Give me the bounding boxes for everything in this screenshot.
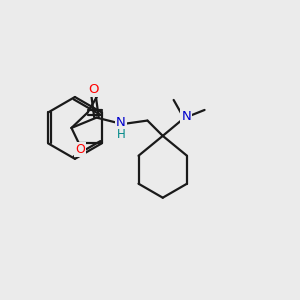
Text: H: H [117,128,125,141]
Text: O: O [88,82,99,95]
Text: N: N [182,110,191,123]
Text: N: N [116,116,126,129]
Text: O: O [75,143,85,156]
